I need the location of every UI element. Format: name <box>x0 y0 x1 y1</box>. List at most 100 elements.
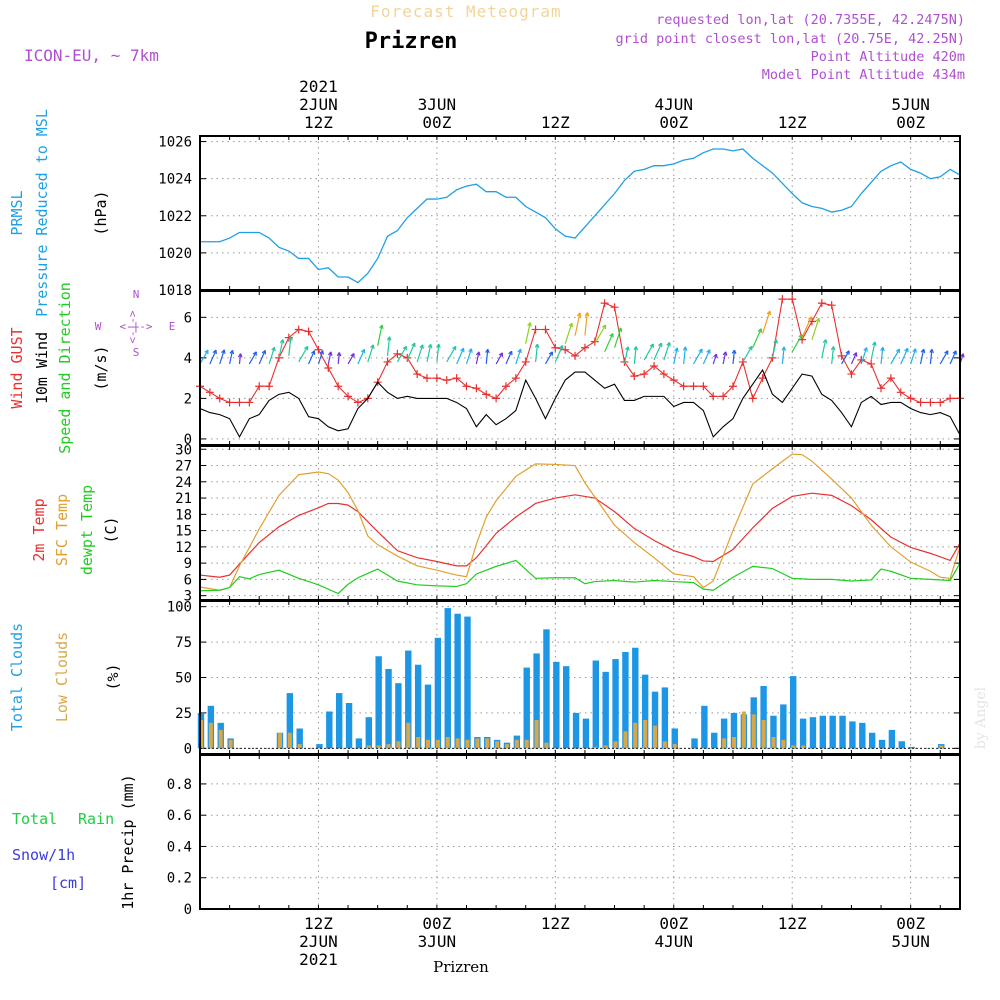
y-tick-label: 2 <box>184 391 192 407</box>
total-clouds-bar <box>296 728 303 749</box>
panel-frame <box>199 135 961 291</box>
y-tick-label: 0 <box>184 902 192 918</box>
gust-marker <box>521 357 530 366</box>
low-clouds-bar <box>445 737 450 749</box>
wind-direction-arrow <box>722 351 727 365</box>
total-clouds-bar <box>562 666 570 749</box>
wind-direction-arrow <box>288 336 292 356</box>
gust-marker <box>225 398 234 407</box>
wind-direction-arrow <box>762 310 771 334</box>
wind-arrow-head <box>370 344 375 349</box>
low-clouds-bar <box>771 737 776 749</box>
gust-marker <box>689 382 698 391</box>
total-clouds-bar <box>859 722 866 749</box>
wind-arrow-head <box>852 352 858 357</box>
wind-arrow-head <box>517 348 522 354</box>
y-tick-label: 4 <box>184 351 192 367</box>
wind-arrow-head <box>304 345 309 351</box>
gust-marker <box>215 394 224 403</box>
wind-arrow-head <box>212 349 217 355</box>
total-clouds-bar <box>661 687 669 749</box>
total-clouds-bar <box>622 652 629 749</box>
total-clouds-bar <box>582 718 590 749</box>
total-clouds-bar <box>355 738 363 749</box>
low-clouds-bar <box>475 738 480 749</box>
gust-marker <box>432 374 441 383</box>
wind-direction-arrow <box>534 343 539 362</box>
y-tick-label: 1026 <box>158 135 192 151</box>
pressure-line <box>200 148 961 284</box>
gust-marker <box>650 361 659 370</box>
y-tick-label: 25 <box>175 706 192 722</box>
clouds-unit: (%) <box>104 663 122 690</box>
compass-rose: N S W E <-|-> <-|-> <box>95 288 176 359</box>
gust-marker <box>600 299 609 308</box>
bottom-hour-label: 12Z <box>778 914 807 933</box>
gust-marker <box>245 398 254 407</box>
total-clouds-bar <box>878 739 886 749</box>
top-hour-label: 12Z <box>541 113 570 132</box>
wind-arrow-head <box>666 341 671 347</box>
low-clouds-bar <box>297 744 302 749</box>
gust-marker <box>423 374 432 383</box>
wind-arrow-head <box>221 349 226 354</box>
bottom-hour-label: 12Z <box>304 914 333 933</box>
total-clouds-bar <box>533 653 540 749</box>
gust-marker <box>778 295 787 304</box>
total-clouds-bar <box>770 715 777 749</box>
low-clouds-bar <box>465 739 470 749</box>
compass-e: E <box>169 320 176 333</box>
y-tick-label: 0 <box>184 432 192 448</box>
wind-direction-arrow <box>554 345 564 363</box>
compass-n: N <box>133 288 140 301</box>
y-tick-label: 24 <box>175 475 192 491</box>
temp-sfc-label: SFC Temp <box>53 494 71 566</box>
gust-marker <box>334 382 343 391</box>
total-clouds-bar <box>434 637 442 749</box>
wind-direction-arrow <box>801 316 812 338</box>
gust-marker <box>886 374 895 383</box>
y-tick-label: 100 <box>167 600 192 616</box>
wind-arrow-head <box>319 350 324 355</box>
wind-arrow-head <box>548 351 554 356</box>
wind-arrow-head <box>559 345 564 350</box>
total-clouds-bar <box>868 732 876 749</box>
wind-direction-arrow <box>900 347 909 365</box>
wind-direction-arrow <box>811 318 820 340</box>
low-clouds-bar <box>376 745 381 749</box>
wind-direction-arrow <box>949 350 957 365</box>
gust-marker <box>551 343 560 352</box>
wind-arrow-head <box>609 333 614 338</box>
wind-arrow-head <box>757 328 762 333</box>
wind-direction-arrow <box>604 333 614 353</box>
total-clouds-bar <box>790 676 797 749</box>
wind-arrow-head <box>419 344 424 349</box>
wind-arrow-head <box>895 348 901 354</box>
wind-arrow-head <box>674 347 679 352</box>
wind-direction-arrow <box>386 336 391 356</box>
gust-marker <box>788 295 797 304</box>
gust-marker <box>758 374 767 383</box>
gust-marker <box>946 394 955 403</box>
wind-direction-arrow <box>683 346 687 365</box>
total-clouds-bar <box>888 729 896 749</box>
top-hour-label: 12Z <box>778 113 807 132</box>
wind-arrow-head <box>261 349 267 355</box>
wind-arrow-head <box>427 343 433 349</box>
credit-watermark: by Angel <box>973 686 989 749</box>
low-clouds-bar <box>524 739 529 749</box>
bottom-hour-label: 12Z <box>541 914 570 933</box>
wind-direction-arrow <box>673 347 678 365</box>
wind-direction-arrow <box>278 339 284 358</box>
total-clouds-bar <box>671 728 678 749</box>
gust-marker <box>255 382 264 391</box>
gust-marker <box>383 357 392 366</box>
gust-marker <box>324 364 333 372</box>
gust-marker <box>304 327 313 336</box>
gust-marker <box>817 299 826 308</box>
wind-arrow-head <box>279 339 285 344</box>
wind-arrow-head <box>863 347 868 352</box>
wind-arrow-head <box>452 345 457 351</box>
